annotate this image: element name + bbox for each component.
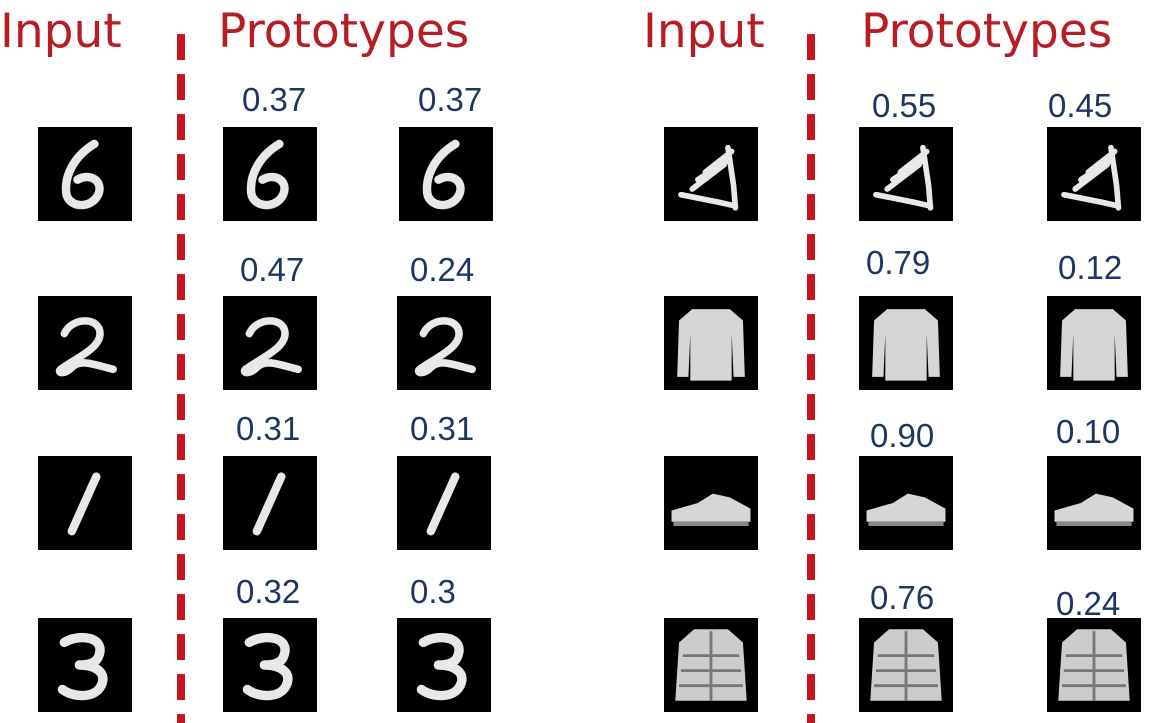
digit-3-icon [242,632,293,701]
input-tile [38,618,132,712]
prototype-tile [1047,618,1141,712]
prototype-score: 0.24 [1056,585,1121,622]
input-tile [664,618,758,712]
prototypes-header-fashion: Prototypes [861,4,1113,59]
input-header-fashion: Input [643,4,765,59]
prototype-tile [397,296,491,390]
prototype-score: 0.3 [410,573,456,610]
sneaker-icon [866,493,946,527]
prototype-tile [859,456,953,550]
prototype-score: 0.32 [236,573,301,610]
prototype-tile [397,618,491,712]
prototype-tile [223,127,317,221]
pullover-icon [677,309,745,381]
input-tile [38,296,132,390]
prototype-score: 0.45 [1048,87,1113,124]
digit-6-icon [246,139,289,210]
prototype-score: 0.31 [410,410,475,447]
prototype-score: 0.47 [240,251,305,288]
divider-fashion [807,34,815,723]
prototype-score: 0.79 [866,244,931,281]
input-tile [38,127,132,221]
prototype-tile [859,127,953,221]
prototype-score: 0.37 [242,81,307,118]
digit-6-icon [61,139,104,210]
input-tile [664,456,758,550]
prototype-score: 0.12 [1058,249,1123,286]
prototype-tile [1047,456,1141,550]
prototype-score: 0.90 [870,417,935,454]
prototype-tile [859,618,953,712]
input-tile [38,456,132,550]
sneaker-icon [1054,493,1134,527]
sandal-icon [1061,144,1122,211]
prototype-score: 0.37 [418,81,483,118]
input-tile [664,127,758,221]
digit-2-icon [414,317,476,377]
pullover-icon [872,309,940,381]
prototype-tile [223,456,317,550]
prototype-score: 0.31 [236,410,301,447]
prototypes-header-digits: Prototypes [218,4,470,59]
divider-digits [177,34,185,723]
pullover-icon [1060,309,1128,381]
digit-2-icon [55,317,117,377]
sandal-icon [678,144,739,211]
digit-3-icon [416,632,467,701]
prototype-tile [223,618,317,712]
sandal-icon [873,144,934,211]
sneaker-icon [671,493,751,527]
prototype-tile [1047,296,1141,390]
digit-2-icon [240,317,302,377]
input-header-digits: Input [0,4,122,59]
prototype-score: 0.10 [1056,413,1121,450]
prototype-score: 0.24 [410,251,475,288]
coat-icon [1058,629,1130,701]
prototype-tile [397,456,491,550]
prototype-tile [399,127,493,221]
coat-icon [675,629,747,701]
digit-1-icon [67,472,101,536]
prototype-tile [1047,127,1141,221]
input-tile [664,296,758,390]
digit-3-icon [57,632,108,701]
coat-icon [870,629,942,701]
digit-6-icon [422,139,465,210]
digit-1-icon [426,472,460,536]
prototype-score: 0.76 [870,579,935,616]
digit-1-icon [252,472,286,536]
prototype-score: 0.55 [872,87,937,124]
prototype-tile [859,296,953,390]
prototype-tile [223,296,317,390]
